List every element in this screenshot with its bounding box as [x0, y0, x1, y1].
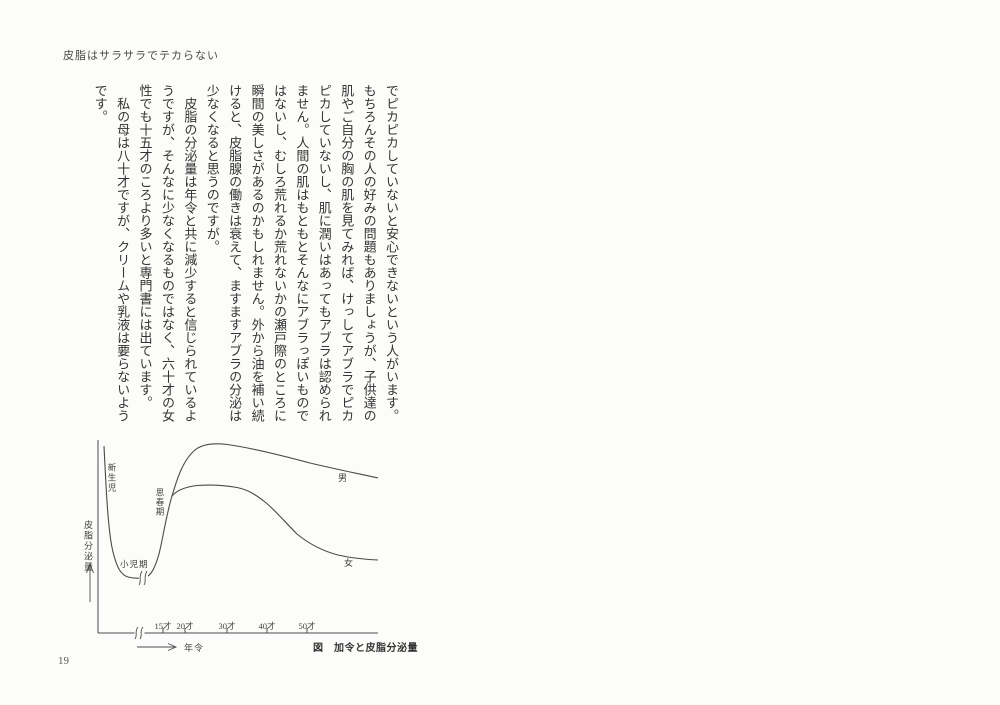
text-column: ピカしていないし、肌に潤いはあってもアブラは認められ: [316, 84, 332, 422]
book-page-18: 皮脂はサラサラでテカらない 皮脂は毛穴にある皮脂腺から分泌されるアブラです。この…: [500, 0, 1000, 705]
curve-break: [138, 570, 148, 586]
annotation-childhood: 小児期: [120, 559, 149, 569]
female-curve: [171, 484, 379, 561]
x-axis-break: [134, 626, 144, 640]
chart-caption: 図 加令と皮脂分泌量: [313, 643, 418, 654]
text-column: うですが、そんなに少なくなるものではなく、六十才の女: [159, 84, 175, 422]
text-column: 皮脂の分泌量は年令と共に減少すると信じられているよ: [182, 84, 198, 422]
text-column: でピカピカしていないと安心できないという人がいます。: [384, 84, 399, 422]
text-column: 肌やご自分の胸の肌を見てみれば、けっしてアブラでピカ: [339, 84, 355, 422]
text-column: 少なくなると思うのですが。: [204, 84, 220, 253]
annotation-puberty: 思春期: [155, 488, 165, 517]
page-number-19: 19: [58, 655, 69, 667]
sebum-age-chart: 皮脂分泌量 新生児 思春期 小児期 男 女 15才 20才 30才 40才 50…: [75, 432, 418, 660]
x-tick-label: 20才: [176, 621, 194, 631]
male-curve: [103, 443, 379, 579]
x-axis-arrow: [137, 643, 178, 651]
y-axis-arrow: [86, 562, 94, 602]
text-column: 性でも十五才のころより多いと専門書には出ています。: [137, 84, 153, 409]
chart-canvas: [86, 440, 379, 651]
page-19-body-text: でピカピカしていないと安心できないという人がいます。 もちろんその人の好みの問題…: [86, 84, 402, 438]
text-column: ません。人間の肌はもともとそんなにアブラっぽいもので: [294, 84, 310, 422]
text-column: 私の母は八十才ですが、クリームや乳液は要らないよう: [115, 84, 131, 422]
x-axis-break-gap: [134, 631, 145, 635]
x-axis-ticks: [162, 628, 308, 633]
running-header: 皮脂はサラサラでテカらない: [63, 50, 219, 62]
text-column: けると、皮脂腺の働きは衰えて、ますますアブラの分泌は: [227, 84, 243, 422]
x-tick-label: 15才: [154, 621, 172, 631]
text-column: です。: [92, 84, 108, 123]
series-label-male: 男: [338, 473, 348, 483]
x-tick-label: 50才: [298, 621, 316, 631]
text-column: はないし、むしろ荒れるか荒れないかの瀬戸際のところに: [271, 84, 287, 422]
x-tick-label: 40才: [258, 621, 276, 631]
x-tick-label: 30才: [218, 621, 236, 631]
x-axis-label: 年令: [184, 643, 205, 653]
y-axis-label: 皮脂分泌量: [83, 520, 93, 573]
book-page-19: 皮脂はサラサラでテカらない でピカピカしていないと安心できないという人がいます。…: [58, 50, 418, 667]
curve-break-gap: [139, 571, 148, 583]
series-label-female: 女: [344, 558, 354, 568]
text-column: もちろんその人の好みの問題もありましょうが、子供達の: [361, 84, 377, 422]
annotation-newborn: 新生児: [107, 463, 117, 493]
text-column: 瞬間の美しさがあるのかもしれません。外から油を補い続: [249, 84, 265, 422]
